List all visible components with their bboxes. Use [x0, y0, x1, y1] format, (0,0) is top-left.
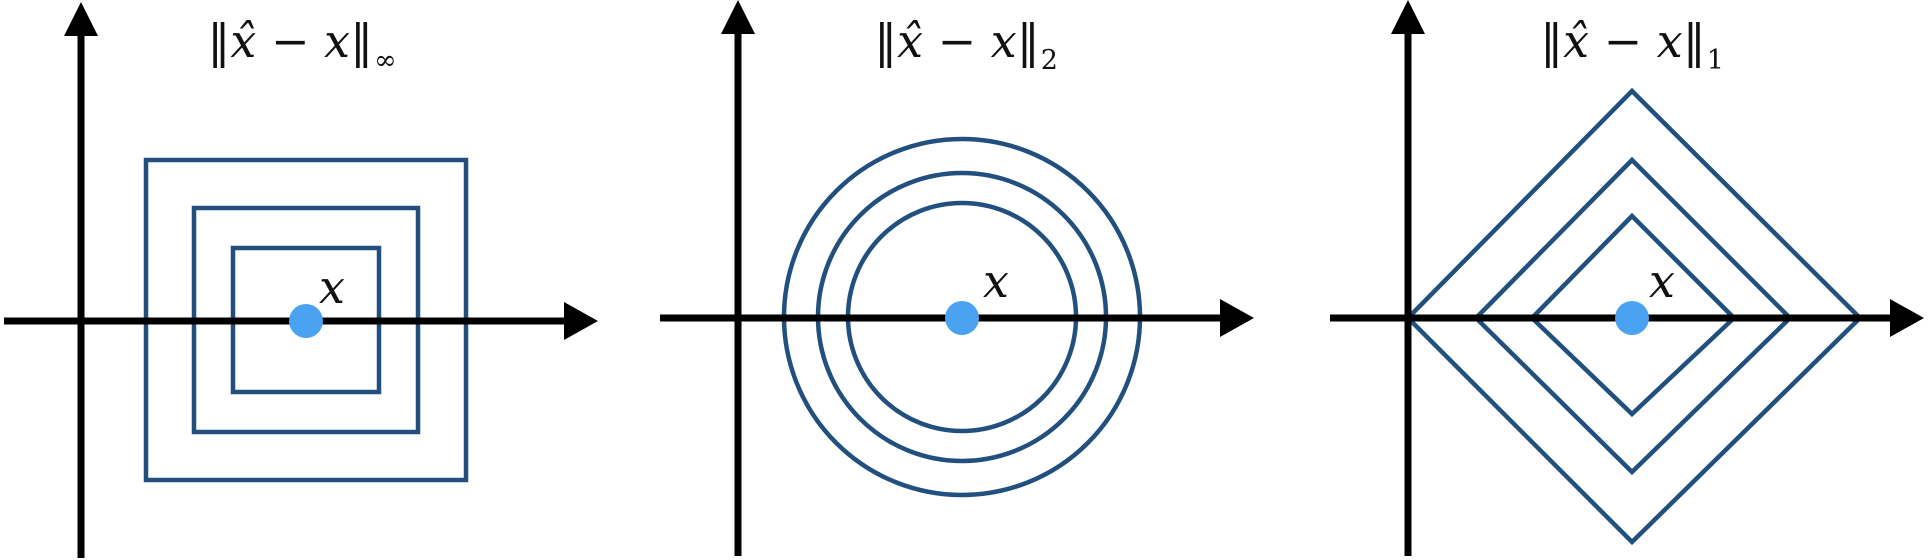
- l2-norm-point-x: [945, 301, 979, 335]
- inf-norm-x-axis-arrowhead: [564, 302, 598, 340]
- l1-norm-level-set-outer: [1404, 87, 1864, 546]
- title-l1-norm: ‖x̂ − x‖1: [1462, 16, 1802, 76]
- title-inf-norm-sub: ∞: [374, 45, 397, 76]
- title-l1-norm-sub: 1: [1706, 45, 1724, 76]
- title-inf-norm-main: ‖x̂ − x‖: [207, 14, 374, 68]
- panel-l2-norm: x: [660, 0, 1254, 556]
- l2-norm-x-axis-arrowhead: [1220, 299, 1254, 337]
- inf-norm-point-label: x: [319, 260, 345, 314]
- l1-norm-point-label: x: [1649, 254, 1675, 308]
- inf-norm-point-x: [289, 304, 323, 338]
- l1-norm-y-axis-arrowhead: [1391, 0, 1425, 34]
- l1-norm-level-set-inner: [1528, 212, 1738, 418]
- title-l1-norm-main: ‖x̂ − x‖: [1540, 14, 1706, 68]
- title-inf-norm: ‖x̂ − x‖∞: [132, 16, 472, 76]
- l2-norm-point-label: x: [983, 254, 1009, 308]
- l2-norm-y-axis-arrowhead: [721, 0, 755, 34]
- title-l2-norm-main: ‖x̂ − x‖: [874, 14, 1040, 68]
- l1-norm-point-x: [1615, 301, 1649, 335]
- panel-inf-norm: x: [4, 2, 598, 558]
- inf-norm-y-axis-arrowhead: [64, 2, 98, 36]
- title-l2-norm-sub: 2: [1040, 45, 1058, 76]
- title-l2-norm: ‖x̂ − x‖2: [796, 16, 1136, 76]
- l1-norm-level-set-middle: [1472, 156, 1794, 476]
- l1-norm-x-axis-arrowhead: [1890, 299, 1924, 337]
- panel-l1-norm: x: [1330, 0, 1924, 556]
